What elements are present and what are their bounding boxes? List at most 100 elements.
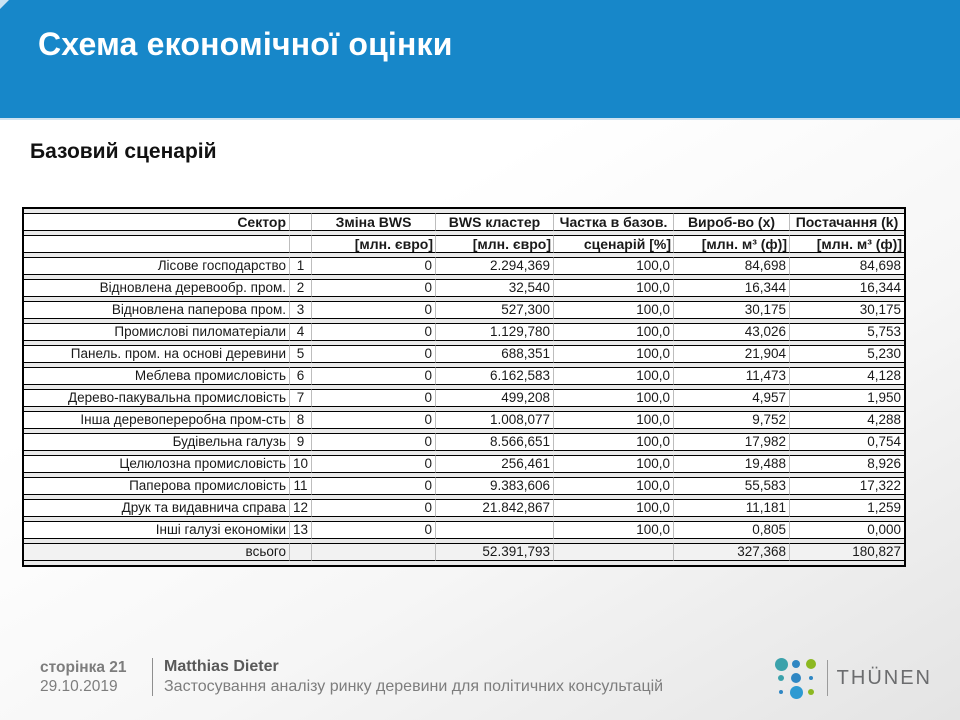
chastka-cell — [554, 543, 674, 561]
logo-dot — [774, 657, 789, 671]
logo-dot — [789, 657, 804, 671]
logo-dot — [774, 685, 789, 699]
chastka-cell: 100,0 — [554, 323, 674, 341]
chastka-cell: 100,0 — [554, 389, 674, 407]
row-number-cell: 6 — [290, 367, 312, 385]
zmina-bws-cell: 0 — [312, 477, 436, 495]
bws-klaster-cell: 1.008,077 — [436, 411, 554, 429]
row-number-cell — [290, 543, 312, 561]
table-row: Лісове господарство 1 0 2.294,369 100,0 84,69… — [24, 257, 904, 275]
sector-cell: Промислові пиломатеріали — [24, 323, 290, 341]
postachannia-cell: 1,259 — [790, 499, 904, 517]
table-row: Промислові пиломатеріали 4 0 1.129,780 100,0… — [24, 323, 904, 341]
zmina-bws-cell: 0 — [312, 433, 436, 451]
table-row: Дерево-пакувальна промисловість 7 0 499,208… — [24, 389, 904, 407]
author-info: Matthias Dieter Застосування аналізу рин… — [164, 657, 663, 697]
logo-dot — [774, 671, 789, 685]
bws-klaster-cell: 688,351 — [436, 345, 554, 363]
sector-cell: Дерево-пакувальна промисловість — [24, 389, 290, 407]
table-container: Сектор Зміна BWS BWS кластер Частка в ба… — [22, 207, 906, 567]
bws-klaster-cell: 499,208 — [436, 389, 554, 407]
zmina-bws-cell: 0 — [312, 367, 436, 385]
zmina-bws-cell: 0 — [312, 455, 436, 473]
logo-dot — [804, 685, 819, 699]
row-number-cell: 1 — [290, 257, 312, 275]
row-number-cell: 12 — [290, 499, 312, 517]
unit-vyrob: [млн. м³ (ф)] — [674, 235, 790, 253]
slide-title: Схема економічної оцінки — [38, 26, 453, 62]
chastka-cell: 100,0 — [554, 521, 674, 539]
vyrobnytstvo-cell: 17,982 — [674, 433, 790, 451]
chastka-cell: 100,0 — [554, 301, 674, 319]
bws-klaster-cell: 2.294,369 — [436, 257, 554, 275]
brand-name: THÜNEN — [836, 666, 932, 689]
zmina-bws-cell: 0 — [312, 279, 436, 297]
postachannia-cell: 4,128 — [790, 367, 904, 385]
table-row: Інша деревопереробна пром-сть 8 0 1.008,077… — [24, 411, 904, 429]
bws-klaster-cell: 6.162,583 — [436, 367, 554, 385]
author-name: Matthias Dieter — [164, 658, 279, 675]
col-header-postachannia: Постачання (k) — [790, 213, 904, 231]
sector-cell: Друк та видавнича справа — [24, 499, 290, 517]
title-bar: Схема економічної оцінки — [0, 0, 960, 120]
chastka-cell: 100,0 — [554, 345, 674, 363]
sector-cell: Лісове господарство — [24, 257, 290, 275]
chastka-cell: 100,0 — [554, 455, 674, 473]
bws-klaster-cell: 9.383,606 — [436, 477, 554, 495]
logo-dot — [804, 671, 819, 685]
table-row: Панель. пром. на основі деревини 5 0 688,35… — [24, 345, 904, 363]
unit-sector — [24, 235, 290, 253]
thuenen-dots-icon — [774, 657, 819, 699]
sector-cell: Панель. пром. на основі деревини — [24, 345, 290, 363]
chastka-cell: 100,0 — [554, 433, 674, 451]
section-subtitle: Базовий сценарій — [30, 140, 217, 163]
zmina-bws-cell: 0 — [312, 257, 436, 275]
sector-cell: Відновлена деревообр. пром. — [24, 279, 290, 297]
postachannia-cell: 16,344 — [790, 279, 904, 297]
postachannia-cell: 84,698 — [790, 257, 904, 275]
chastka-cell: 100,0 — [554, 411, 674, 429]
logo-dot — [804, 657, 819, 671]
row-number-cell: 8 — [290, 411, 312, 429]
table-row: Відновлена паперова пром. 3 0 527,300 100,0 3… — [24, 301, 904, 319]
postachannia-cell: 4,288 — [790, 411, 904, 429]
bws-klaster-cell: 21.842,867 — [436, 499, 554, 517]
zmina-bws-cell — [312, 543, 436, 561]
row-number-cell: 5 — [290, 345, 312, 363]
sector-cell: Інші галузі економіки — [24, 521, 290, 539]
table-row: Відновлена деревообр. пром. 2 0 32,540 100,0… — [24, 279, 904, 297]
vyrobnytstvo-cell: 11,181 — [674, 499, 790, 517]
col-header-zmina-bws: Зміна BWS — [312, 213, 436, 231]
bws-klaster-cell: 256,461 — [436, 455, 554, 473]
zmina-bws-cell: 0 — [312, 345, 436, 363]
unit-klaster: [млн. євро] — [436, 235, 554, 253]
footer-divider — [152, 658, 153, 696]
vyrobnytstvo-cell: 4,957 — [674, 389, 790, 407]
sector-cell: Відновлена паперова пром. — [24, 301, 290, 319]
vyrobnytstvo-cell: 30,175 — [674, 301, 790, 319]
table-row: Будівельна галузь 9 0 8.566,651 100,0 17,982 0… — [24, 433, 904, 451]
unit-index — [290, 235, 312, 253]
vyrobnytstvo-cell: 84,698 — [674, 257, 790, 275]
col-header-bws-klaster: BWS кластер — [436, 213, 554, 231]
table-row: Друк та видавнича справа 12 0 21.842,867 100… — [24, 499, 904, 517]
footer-subtitle: Застосування аналізу ринку деревини для … — [164, 678, 664, 695]
sector-cell: Будівельна галузь — [24, 433, 290, 451]
total-row: всього 52.391,793 327,368 180,827 — [24, 543, 904, 561]
col-header-vyrobnytstvo: Вироб-во (x) — [674, 213, 790, 231]
zmina-bws-cell: 0 — [312, 499, 436, 517]
postachannia-cell: 17,322 — [790, 477, 904, 495]
vyrobnytstvo-cell: 43,026 — [674, 323, 790, 341]
row-number-cell: 3 — [290, 301, 312, 319]
zmina-bws-cell: 0 — [312, 411, 436, 429]
vyrobnytstvo-cell: 16,344 — [674, 279, 790, 297]
postachannia-cell: 0,000 — [790, 521, 904, 539]
row-number-cell: 13 — [290, 521, 312, 539]
slide-date: 29.10.2019 — [40, 678, 118, 695]
col-header-chastka: Частка в базов. — [554, 213, 674, 231]
chastka-cell: 100,0 — [554, 477, 674, 495]
sector-cell: Інша деревопереробна пром-сть — [24, 411, 290, 429]
unit-chastka: сценарій [%] — [554, 235, 674, 253]
bws-klaster-cell — [436, 521, 554, 539]
postachannia-cell: 8,926 — [790, 455, 904, 473]
